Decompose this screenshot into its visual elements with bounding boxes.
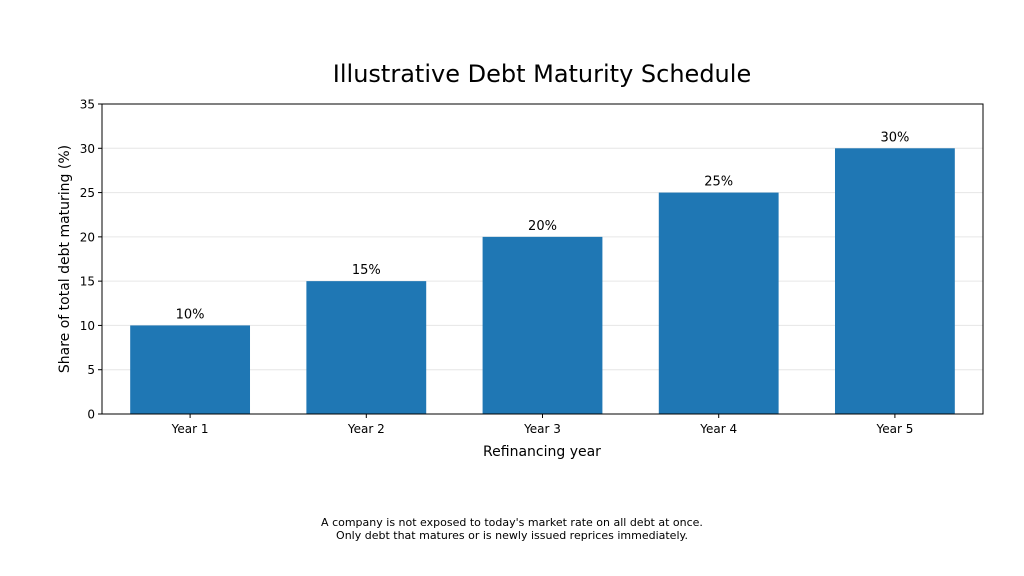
- bar-year-2: [306, 281, 427, 414]
- x-tick-label: Year 2: [347, 422, 385, 436]
- y-tick-label: 35: [80, 98, 95, 112]
- y-tick-label: 30: [80, 142, 95, 156]
- y-tick-label: 10: [80, 319, 95, 333]
- data-label: 20%: [528, 219, 557, 234]
- y-tick-label: 20: [80, 230, 95, 244]
- bar-year-4: [658, 192, 779, 414]
- bar-year-1: [130, 325, 251, 414]
- data-labels: 10% 15% 20% 25% 30%: [176, 130, 910, 322]
- y-axis-label: Share of total debt maturing (%): [57, 145, 73, 373]
- data-label: 15%: [352, 263, 381, 278]
- chart-title: Illustrative Debt Maturity Schedule: [333, 60, 751, 88]
- bar-year-3: [482, 236, 603, 414]
- y-axis: 0 5 10 15 20 25 30 35: [80, 98, 102, 422]
- data-label: 10%: [176, 307, 205, 322]
- caption-line-2: Only debt that matures or is newly issue…: [336, 529, 688, 542]
- y-tick-label: 0: [87, 408, 95, 422]
- bar-year-5: [834, 148, 955, 415]
- y-tick-label: 25: [80, 186, 95, 200]
- x-tick-label: Year 5: [875, 422, 913, 436]
- data-label: 25%: [704, 175, 733, 190]
- x-tick-label: Year 1: [171, 422, 209, 436]
- x-tick-label: Year 3: [523, 422, 561, 436]
- y-tick-label: 5: [87, 363, 95, 377]
- x-axis-label: Refinancing year: [483, 444, 601, 460]
- caption-line-1: A company is not exposed to today's mark…: [321, 516, 703, 529]
- x-axis: Year 1 Year 2 Year 3 Year 4 Year 5: [171, 414, 913, 436]
- bars: [130, 148, 955, 415]
- data-label: 30%: [880, 130, 909, 145]
- x-tick-label: Year 4: [699, 422, 737, 436]
- y-tick-label: 15: [80, 275, 95, 289]
